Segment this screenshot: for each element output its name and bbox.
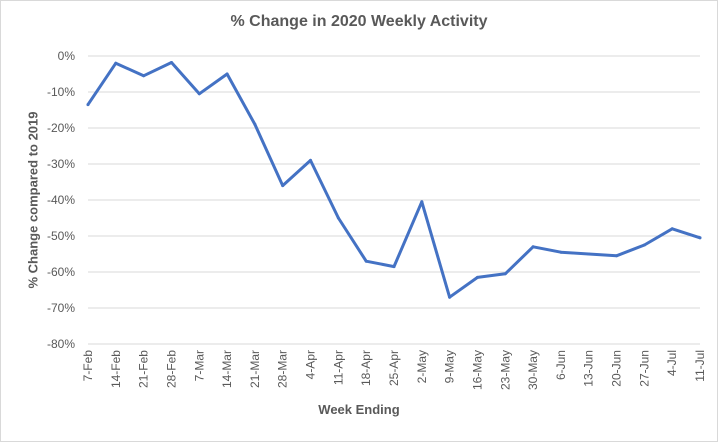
data-point [503, 272, 507, 276]
y-tick-label: 0% [58, 49, 76, 63]
y-tick-label: -50% [47, 229, 75, 243]
y-axis-ticks: 0% -10% -20% -30% -40% -50% -60% -70% -80% [47, 49, 75, 351]
y-tick-label: -10% [47, 85, 75, 99]
x-tick-label: 9-May [443, 350, 457, 383]
data-point [225, 72, 229, 76]
gridlines [88, 55, 700, 345]
y-tick-label: -20% [47, 121, 75, 135]
x-tick-label: 4-Apr [304, 350, 318, 379]
x-tick-label: 18-Apr [359, 350, 373, 386]
x-tick-label: 21-Mar [248, 350, 262, 388]
x-axis-ticks: 7-Feb 14-Feb 21-Feb 28-Feb 7-Mar 14-Mar 21-Mar… [81, 350, 707, 390]
data-point [475, 275, 479, 279]
series-layer [86, 60, 702, 299]
series-line [86, 61, 702, 299]
x-tick-label: 30-May [526, 350, 540, 390]
x-tick-label: 23-May [498, 350, 512, 390]
data-point [420, 200, 424, 204]
x-tick-label: 11-Jul [693, 350, 707, 382]
data-point [670, 227, 674, 231]
data-point [281, 184, 285, 188]
y-tick-label: -70% [47, 301, 75, 315]
y-tick-label: -80% [47, 337, 75, 351]
data-point [615, 254, 619, 258]
chart-title: % Change in 2020 Weekly Activity [230, 13, 488, 30]
data-point [698, 236, 702, 240]
x-tick-label: 28-Feb [164, 350, 178, 388]
x-axis-title: Week Ending [318, 402, 400, 417]
x-tick-label: 6-Jun [554, 350, 568, 380]
data-point [587, 252, 591, 256]
x-tick-label: 20-Jun [610, 350, 624, 387]
data-point [336, 216, 340, 220]
x-tick-label: 4-Jul [665, 350, 679, 376]
y-tick-label: -30% [47, 157, 75, 171]
x-tick-label: 16-May [470, 350, 484, 390]
data-point [559, 250, 563, 254]
data-point [142, 74, 146, 78]
x-tick-label: 7-Mar [192, 350, 206, 381]
data-point [169, 60, 173, 64]
data-point [197, 92, 201, 96]
data-point [448, 295, 452, 299]
x-tick-label: 14-Mar [220, 350, 234, 388]
x-tick-label: 21-Feb [137, 350, 151, 388]
x-tick-label: 2-May [415, 350, 429, 383]
x-tick-label: 25-Apr [387, 350, 401, 386]
y-tick-label: -60% [47, 265, 75, 279]
x-tick-label: 7-Feb [81, 350, 95, 382]
x-tick-label: 14-Feb [109, 350, 123, 388]
data-point [253, 122, 257, 126]
data-point [392, 265, 396, 269]
x-tick-label: 13-Jun [582, 350, 596, 387]
data-point [114, 61, 118, 65]
x-tick-label: 11-Apr [331, 350, 345, 385]
y-tick-label: -40% [47, 193, 75, 207]
data-point [531, 245, 535, 249]
x-tick-label: 28-Mar [276, 350, 290, 388]
data-point [86, 103, 90, 107]
x-tick-label: 27-Jun [637, 350, 651, 387]
data-point [364, 259, 368, 263]
data-point [642, 243, 646, 247]
data-point [309, 158, 313, 162]
